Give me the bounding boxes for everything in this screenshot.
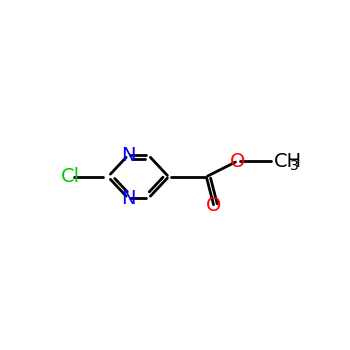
Text: O: O <box>206 196 222 215</box>
Text: N: N <box>121 189 135 208</box>
Text: N: N <box>121 146 135 165</box>
Text: CH: CH <box>274 152 302 170</box>
Text: O: O <box>230 152 245 170</box>
Text: 3: 3 <box>290 159 299 173</box>
Text: Cl: Cl <box>61 167 80 186</box>
